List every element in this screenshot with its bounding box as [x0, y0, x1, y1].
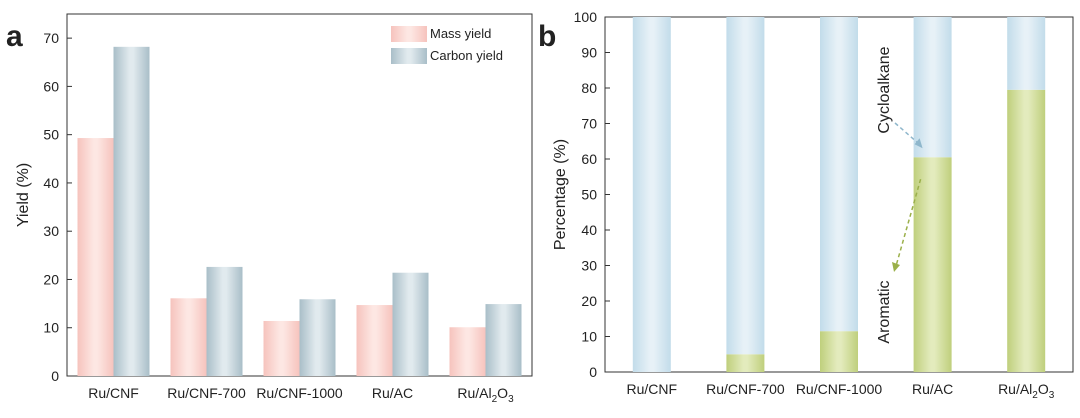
b-y-tick-label: 70	[581, 116, 597, 132]
bar-cycloalkane-ru-cnf-1000	[820, 17, 858, 332]
bar-cycloalkane-ru-al2o3	[1007, 17, 1046, 90]
legend-label-carbon-yield: Carbon yield	[430, 48, 503, 63]
bar-aromatic-ru-al2o3	[1007, 89, 1046, 373]
annotation-aromatic: Aromatic	[876, 280, 893, 343]
bar-cycloalkane-ru-ac	[913, 17, 952, 158]
b-y-tick-label: 10	[581, 329, 597, 345]
bar-carbon-yield-ru-cnf-1000	[299, 299, 336, 376]
bar-mass-yield-ru-al2o3	[449, 327, 486, 376]
panel-a: 0 10 20 30 40 50 60 70 Ru/CNF Ru/CNF-700 Ru/CNF-10…	[6, 13, 533, 405]
subscript: 3	[508, 394, 514, 405]
a-x-tick-label: Ru/CNF-700	[167, 385, 246, 401]
bar-carbon-yield-ru-cnf-700	[206, 266, 243, 376]
b-y-tick-label: 40	[581, 222, 597, 238]
b-x-tick-label: Ru/AC	[912, 381, 953, 397]
b-y-tick-label: 50	[581, 187, 597, 203]
b-y-tick-label: 100	[574, 9, 598, 25]
a-y-tick-label: 60	[43, 78, 59, 94]
b-x-tick-label: Ru/CNF	[627, 381, 678, 397]
b-y-axis-title: Percentage (%)	[552, 139, 569, 250]
annotation-arrow-aromatic	[895, 179, 922, 267]
bar-cycloalkane-ru-cnf	[632, 17, 671, 372]
bar-carbon-yield-ru-al2o3	[485, 304, 522, 376]
a-y-tick-label: 50	[43, 127, 59, 143]
b-y-tick-label: 90	[581, 45, 597, 61]
tick-text: O	[497, 385, 508, 401]
a-y-tick-label: 10	[43, 320, 59, 336]
legend-swatch-mass-yield	[391, 26, 427, 42]
bar-mass-yield-ru-cnf-1000	[263, 320, 300, 376]
a-x-tick-label: Ru/CNF-1000	[256, 385, 343, 401]
bar-carbon-yield-ru-cnf	[113, 46, 150, 376]
bar-aromatic-ru-ac	[913, 157, 952, 372]
subscript: 2	[1032, 390, 1038, 401]
annotation-cycloalkane: Cycloalkane	[876, 46, 893, 133]
annotation-arrowhead-aromatic	[892, 262, 900, 272]
b-x-tick-label: Ru/Al2O3	[998, 381, 1055, 401]
legend-swatch-carbon-yield	[391, 48, 427, 64]
b-y-tick-label: 60	[581, 151, 597, 167]
bar-mass-yield-ru-cnf	[77, 138, 114, 376]
a-x-tick-label: Ru/Al2O3	[457, 385, 514, 405]
b-y-tick-label: 0	[589, 364, 597, 380]
tick-text: O	[1038, 381, 1049, 397]
panel-letter-b: b	[538, 20, 556, 53]
a-y-axis-title: Yield (%)	[15, 163, 32, 227]
bar-aromatic-ru-cnf-1000	[820, 331, 858, 372]
annotation-arrow-cycloalkane	[894, 122, 922, 146]
subscript: 2	[492, 394, 498, 405]
a-y-tick-label: 30	[43, 223, 59, 239]
b-y-tick-label: 20	[581, 293, 597, 309]
b-x-tick-label: Ru/CNF-700	[706, 381, 785, 397]
legend-label-mass-yield: Mass yield	[430, 26, 491, 41]
bar-mass-yield-ru-ac	[356, 305, 393, 376]
b-y-tick-label: 30	[581, 258, 597, 274]
b-x-tick-label: Ru/CNF-1000	[796, 381, 883, 397]
a-y-tick-label: 70	[43, 30, 59, 46]
annotation-arrowhead-cycloalkane	[914, 138, 923, 149]
panel-letter-a: a	[6, 20, 23, 53]
a-y-tick-label: 40	[43, 175, 59, 191]
panel-b: 0 10 20 30 40 50 60 70 80 90 100 Ru/CNF Ru/CNF-700 Ru…	[538, 9, 1074, 401]
bar-carbon-yield-ru-ac	[392, 272, 429, 376]
b-y-tick-label: 80	[581, 80, 597, 96]
bar-mass-yield-ru-cnf-700	[170, 298, 207, 376]
a-x-tick-label: Ru/AC	[372, 385, 413, 401]
subscript: 3	[1049, 390, 1055, 401]
bar-cycloalkane-ru-cnf-700	[726, 17, 765, 355]
a-y-tick-label: 20	[43, 271, 59, 287]
bar-aromatic-ru-cnf-700	[726, 354, 765, 372]
a-x-tick-label: Ru/CNF	[88, 385, 139, 401]
a-y-tick-label: 0	[51, 368, 59, 384]
